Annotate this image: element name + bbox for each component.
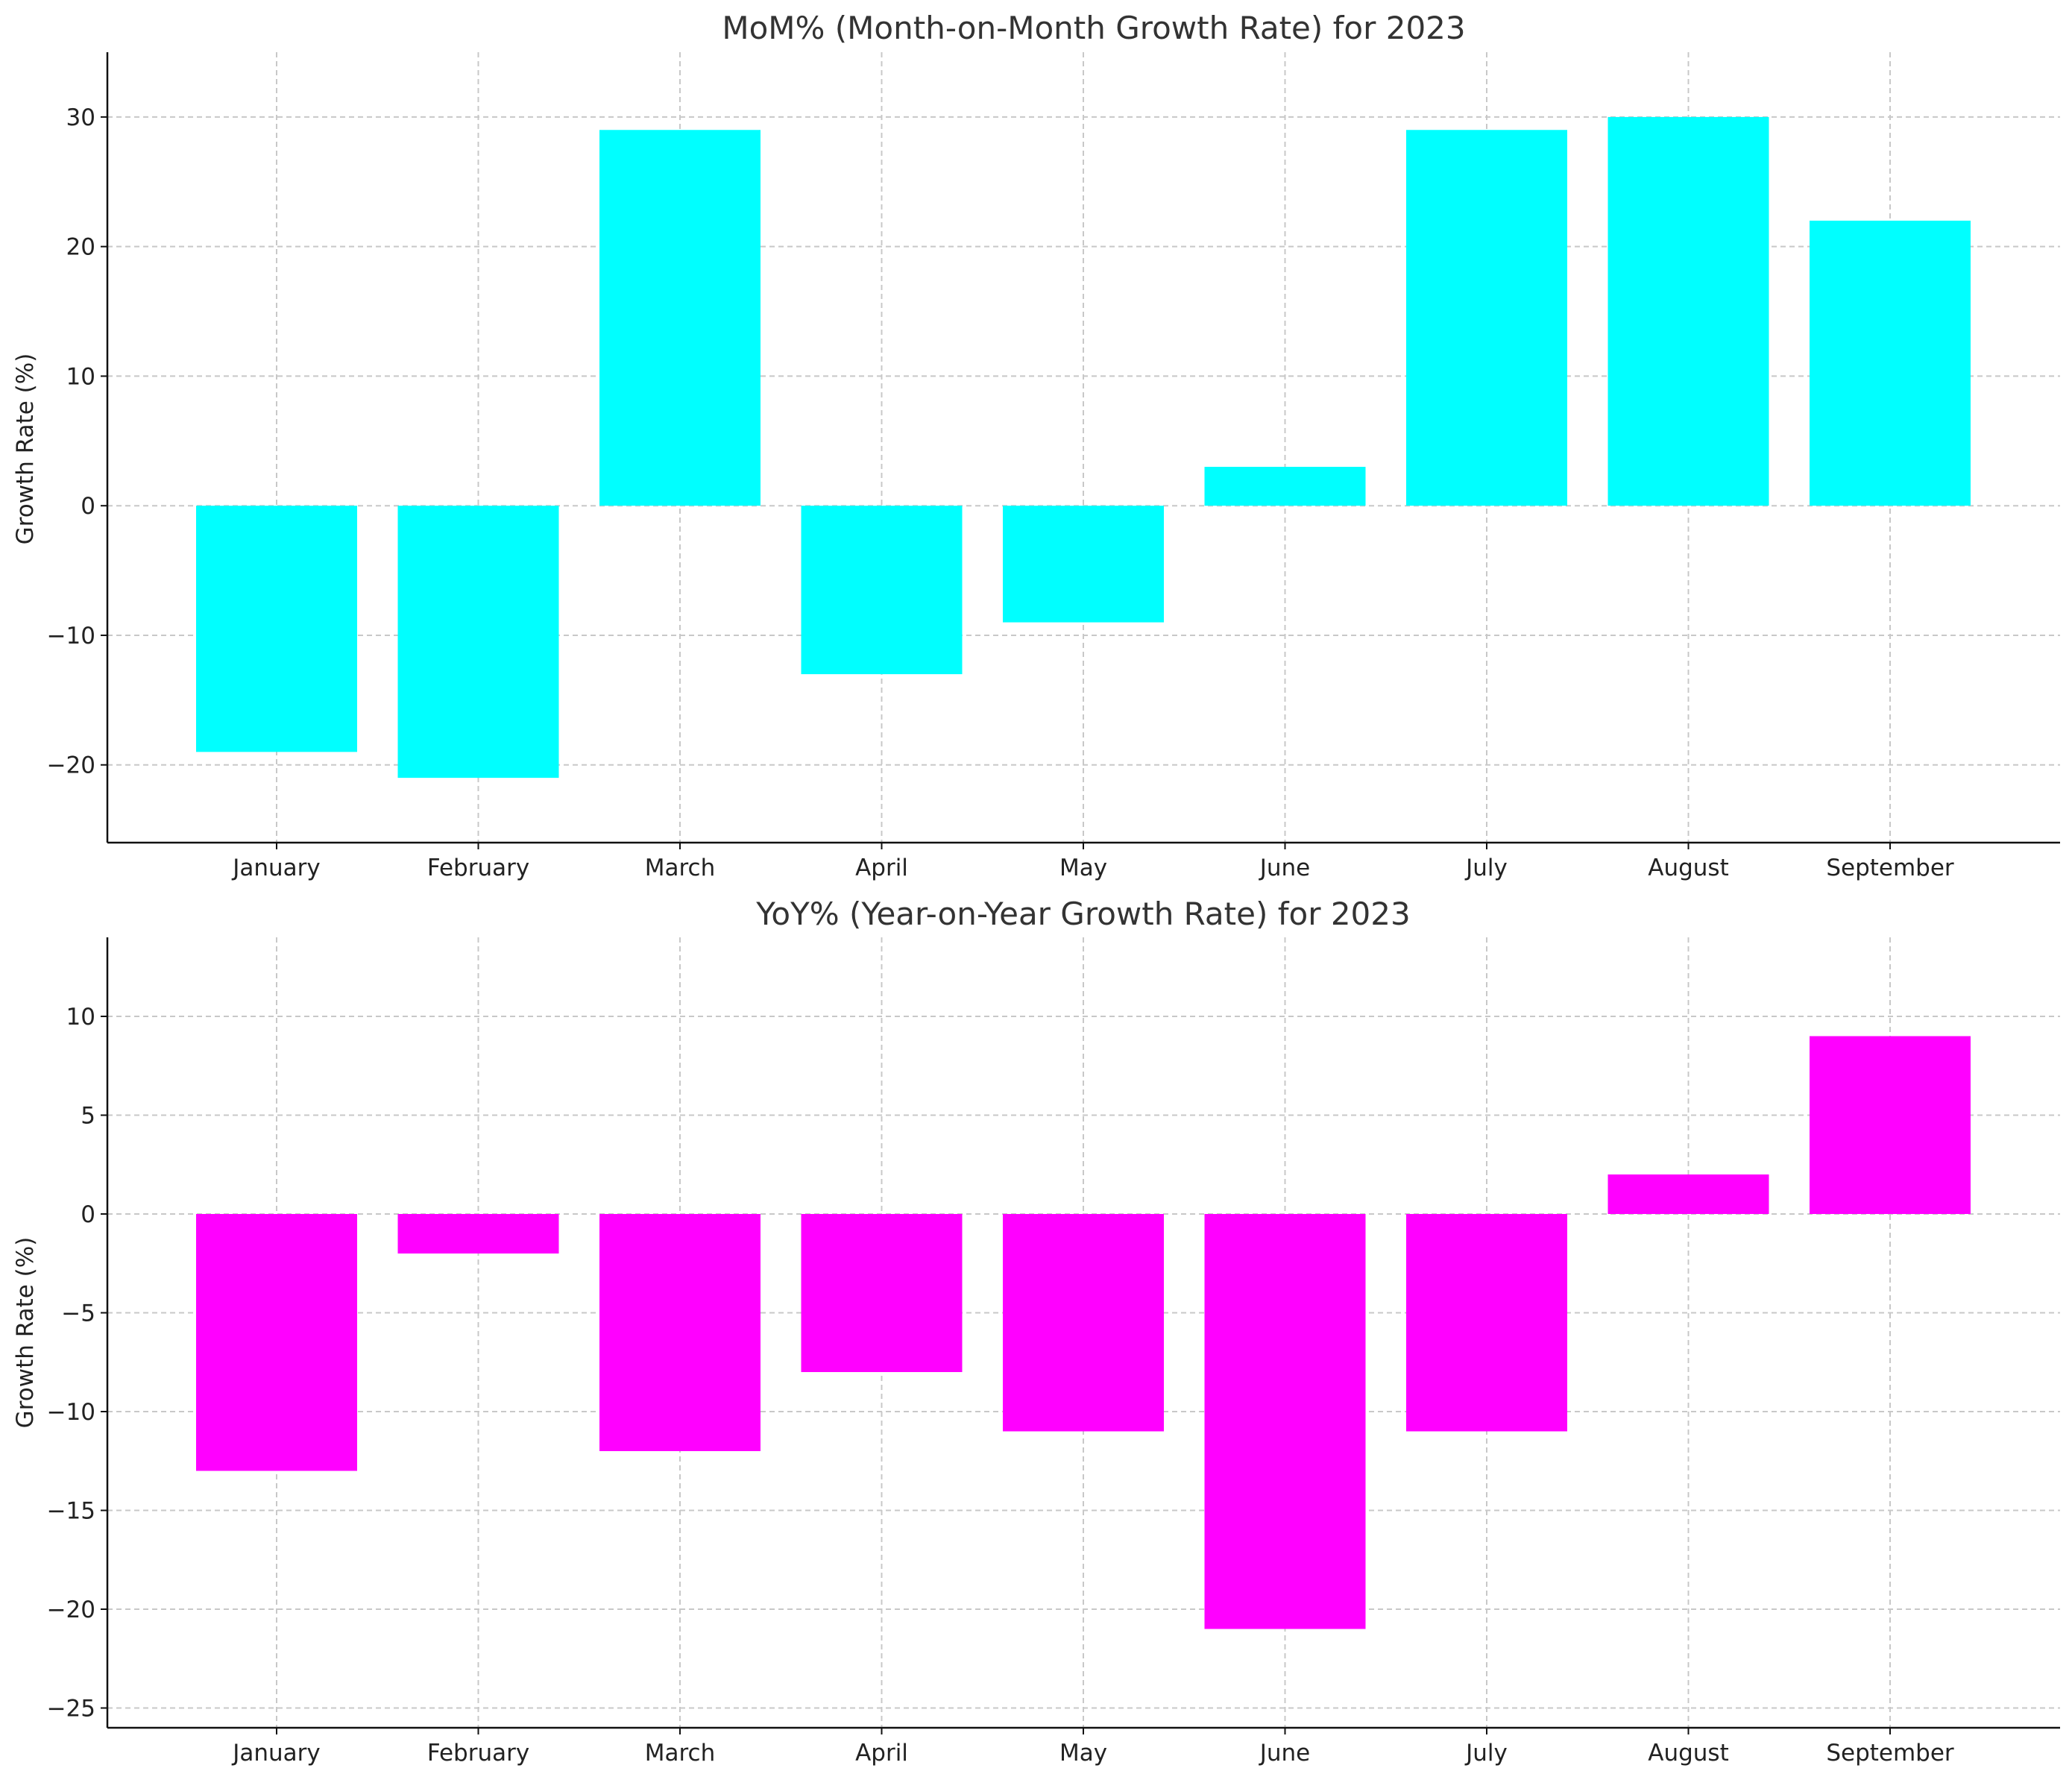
yoy-ytick-label: −10	[47, 1399, 95, 1426]
mom-bar-june	[1204, 467, 1366, 506]
yoy-xtick-label-august: August	[1648, 1740, 1729, 1767]
mom-ytick-label: 30	[66, 104, 95, 131]
yoy-bar-june	[1204, 1214, 1366, 1629]
yoy-xtick-label-march: March	[645, 1740, 716, 1767]
mom-xtick-label-april: April	[855, 855, 908, 881]
yoy-bar-september	[1810, 1036, 1971, 1214]
yoy-chart-title: YoY% (Year-on-Year Growth Rate) for 2023	[755, 896, 1410, 932]
mom-bar-july	[1406, 130, 1567, 506]
yoy-xtick-label-january: January	[231, 1740, 321, 1767]
yoy-xtick-label-april: April	[855, 1740, 908, 1767]
mom-ytick-label: 20	[66, 234, 95, 261]
yoy-chart: YoY% (Year-on-Year Growth Rate) for 2023…	[12, 896, 2060, 1767]
yoy-xtick-label-february: February	[427, 1740, 529, 1767]
yoy-ytick-label: −20	[47, 1597, 95, 1623]
mom-bar-march	[599, 130, 761, 506]
mom-ytick-label: 10	[66, 363, 95, 390]
yoy-xtick-label-june: June	[1259, 1740, 1311, 1767]
mom-xtick-label-september: September	[1826, 855, 1954, 881]
yoy-axes: −25 −20 −15 −10 −5 0 5 10 January February March Ap…	[47, 937, 2060, 1767]
mom-xtick-label-january: January	[231, 855, 321, 881]
yoy-ytick-label: −25	[47, 1696, 95, 1723]
yoy-bar-january	[196, 1214, 357, 1471]
yoy-ytick-label: 0	[81, 1201, 95, 1228]
mom-bar-august	[1607, 116, 1769, 506]
yoy-bar-february	[397, 1214, 559, 1254]
yoy-bar-march	[599, 1214, 761, 1451]
yoy-xtick-label-may: May	[1059, 1740, 1107, 1767]
yoy-bar-august	[1607, 1174, 1769, 1214]
mom-chart-title: MoM% (Month-on-Month Growth Rate) for 20…	[722, 10, 1465, 46]
mom-ytick-label: −20	[47, 752, 95, 779]
yoy-ytick-label: −15	[47, 1498, 95, 1525]
mom-xtick-label-march: March	[645, 855, 716, 881]
mom-xtick-label-february: February	[427, 855, 529, 881]
mom-bar-february	[397, 506, 559, 779]
mom-ytick-label: 0	[81, 493, 95, 520]
mom-y-axis-label: Growth Rate (%)	[12, 353, 39, 545]
yoy-xtick-label-september: September	[1826, 1740, 1954, 1767]
yoy-ytick-label: −5	[61, 1300, 95, 1327]
mom-xtick-label-may: May	[1059, 855, 1107, 881]
yoy-ytick-label: 10	[66, 1004, 95, 1031]
mom-axes: −20 −10 0 10 20 30 January February March April Ma…	[47, 52, 2060, 881]
mom-ytick-label: −10	[47, 623, 95, 649]
mom-bar-may	[1003, 506, 1164, 623]
yoy-bar-july	[1406, 1214, 1567, 1432]
mom-xtick-label-july: July	[1464, 855, 1508, 881]
mom-bar-april	[801, 506, 963, 675]
mom-bar-september	[1810, 220, 1971, 506]
yoy-bars	[196, 1036, 1971, 1629]
mom-chart: MoM% (Month-on-Month Growth Rate) for 20…	[12, 10, 2060, 881]
yoy-bar-april	[801, 1214, 963, 1372]
yoy-xtick-label-july: July	[1464, 1740, 1508, 1767]
mom-bars	[196, 116, 1971, 779]
mom-xtick-label-june: June	[1259, 855, 1311, 881]
yoy-y-axis-label: Growth Rate (%)	[12, 1237, 39, 1429]
yoy-ytick-label: 5	[81, 1103, 95, 1130]
mom-bar-january	[196, 506, 357, 752]
yoy-bar-may	[1003, 1214, 1164, 1432]
mom-xtick-label-august: August	[1648, 855, 1729, 881]
